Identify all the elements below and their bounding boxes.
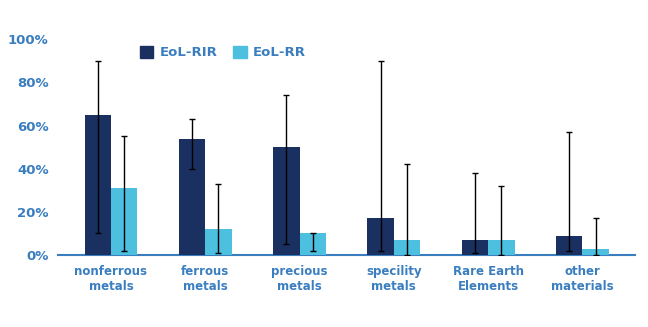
Bar [84, 115, 111, 255]
Bar [273, 147, 299, 255]
Legend: EoL-RIR, EoL-RR: EoL-RIR, EoL-RR [140, 46, 307, 59]
Bar [488, 240, 515, 255]
Bar [205, 229, 231, 255]
Bar [367, 218, 394, 255]
Bar [179, 139, 205, 255]
Bar [299, 233, 326, 255]
Bar [394, 240, 421, 255]
Bar [111, 188, 137, 255]
Bar [556, 236, 583, 255]
Bar [462, 240, 488, 255]
Bar [583, 249, 609, 255]
